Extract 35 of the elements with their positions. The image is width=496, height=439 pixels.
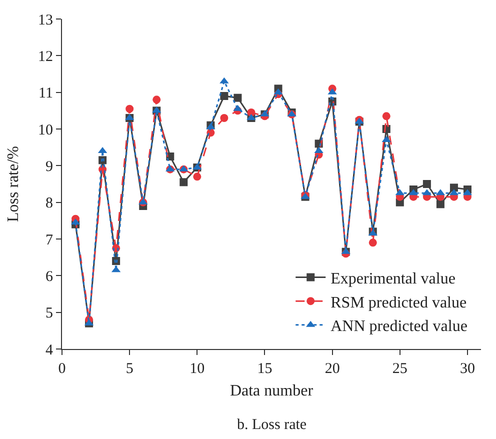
point xyxy=(382,112,390,120)
x-tick-label: 5 xyxy=(126,361,134,377)
x-tick-label: 20 xyxy=(324,361,340,377)
legend-label: Experimental value xyxy=(330,270,456,288)
point xyxy=(193,172,202,181)
y-tick-label: 10 xyxy=(38,122,53,138)
point xyxy=(450,184,458,192)
point xyxy=(126,104,134,113)
point xyxy=(234,94,242,102)
legend-label: ANN predicted value xyxy=(330,318,468,336)
x-tick-label: 10 xyxy=(190,361,205,377)
y-tick-label: 9 xyxy=(46,158,53,175)
legend-label: RSM predicted value xyxy=(330,294,467,312)
x-tick-label: 30 xyxy=(460,361,475,377)
y-tick-label: 7 xyxy=(46,232,54,248)
point xyxy=(368,238,377,247)
x-tick-label: 0 xyxy=(58,361,66,377)
point xyxy=(152,96,161,104)
y-tick-label: 6 xyxy=(46,268,54,285)
y-axis-title: Loss rate/% xyxy=(4,146,22,222)
y-tick-label: 11 xyxy=(38,86,53,102)
y-tick-label: 8 xyxy=(46,196,53,212)
y-tick-label: 13 xyxy=(38,12,53,28)
y-tick-label: 5 xyxy=(46,306,53,322)
x-axis-title: Data number xyxy=(230,382,314,400)
point xyxy=(220,114,228,122)
point xyxy=(436,200,444,208)
x-tick-label: 25 xyxy=(392,361,408,377)
point xyxy=(422,180,431,188)
point xyxy=(180,178,188,186)
text: b. Loss rate xyxy=(237,417,307,433)
point xyxy=(220,92,228,100)
x-tick-label: 15 xyxy=(257,361,272,377)
y-tick-label: 4 xyxy=(46,342,54,358)
y-tick-label: 12 xyxy=(38,48,53,65)
